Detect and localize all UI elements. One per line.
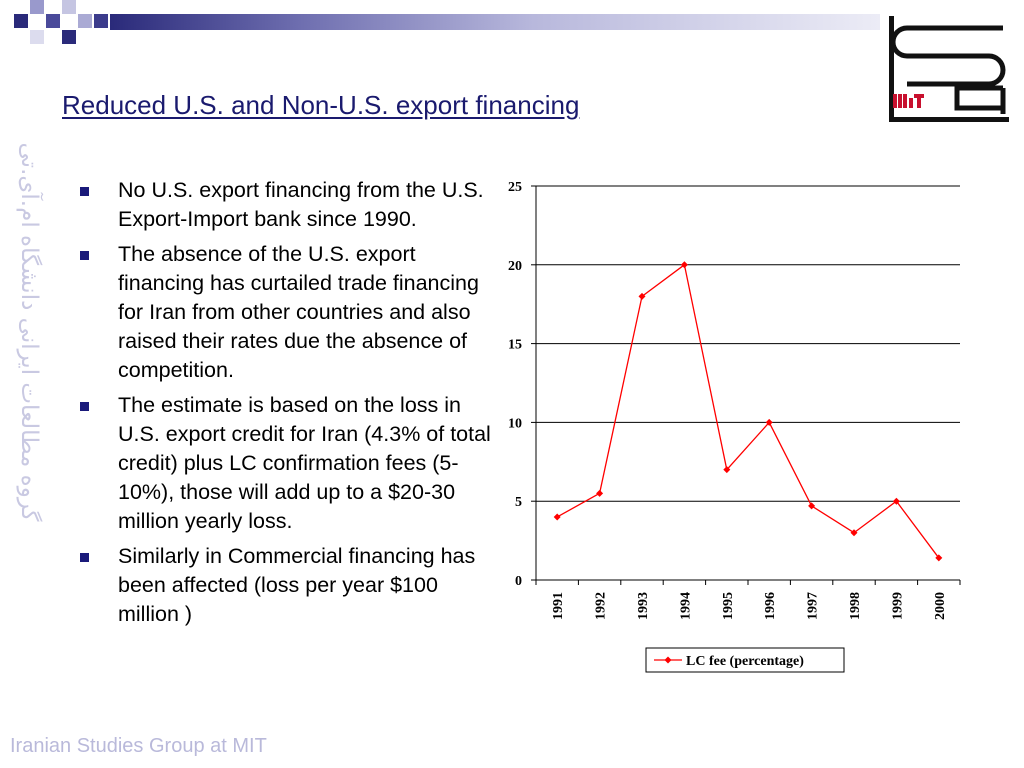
data-point bbox=[723, 466, 731, 474]
line-chart-svg: 0 5 10 15 20 25 1991 1992 1993 1994 1995 1996 1997 19… bbox=[508, 180, 961, 673]
y-tick-label: 0 bbox=[515, 574, 522, 589]
y-tick-label: 25 bbox=[508, 180, 522, 195]
x-tick-label: 1999 bbox=[890, 592, 905, 620]
decor-square bbox=[94, 14, 108, 28]
footer-text: Iranian Studies Group at MIT bbox=[10, 735, 267, 757]
data-point bbox=[892, 497, 900, 505]
header-decoration bbox=[0, 0, 880, 48]
series-line bbox=[556, 263, 940, 559]
isg-mit-logo bbox=[885, 14, 1013, 126]
x-tick-label: 1994 bbox=[678, 592, 693, 620]
bullet-text: No U.S. export financing from the U.S. E… bbox=[118, 178, 484, 231]
data-point bbox=[935, 554, 943, 562]
y-tick-label: 15 bbox=[508, 338, 522, 353]
square-bullet-icon bbox=[80, 187, 89, 196]
legend-marker bbox=[664, 656, 672, 664]
data-point bbox=[680, 261, 688, 269]
y-tick-label: 5 bbox=[515, 495, 522, 510]
bullet-item: The estimate is based on the loss in U.S… bbox=[80, 391, 500, 536]
x-tick-label: 1992 bbox=[594, 592, 609, 620]
square-bullet-icon bbox=[80, 251, 89, 260]
x-tick-label: 1991 bbox=[551, 592, 566, 620]
x-tick-label: 1997 bbox=[806, 592, 821, 620]
x-tick-label: 2000 bbox=[933, 592, 948, 620]
bullet-list: No U.S. export financing from the U.S. E… bbox=[80, 176, 500, 635]
y-tick-label: 10 bbox=[508, 416, 522, 431]
x-tick-label: 1996 bbox=[763, 592, 778, 620]
decor-square bbox=[14, 14, 28, 28]
decor-square bbox=[62, 30, 76, 44]
bullet-text: The absence of the U.S. export financing… bbox=[118, 242, 479, 382]
decor-square bbox=[30, 30, 44, 44]
legend-label: LC fee (percentage) bbox=[686, 654, 804, 669]
slide-title: Reduced U.S. and Non-U.S. export financi… bbox=[62, 90, 580, 120]
data-point bbox=[808, 502, 816, 510]
x-tick-label: 1995 bbox=[721, 592, 736, 620]
x-tick-label: 1998 bbox=[848, 592, 863, 620]
bullet-item: Similarly in Commercial financing has be… bbox=[80, 542, 500, 629]
decor-square bbox=[62, 0, 76, 14]
bullet-item: The absence of the U.S. export financing… bbox=[80, 240, 500, 385]
y-tick-label: 20 bbox=[508, 259, 522, 274]
bullet-text: Similarly in Commercial financing has be… bbox=[118, 544, 476, 626]
square-bullet-icon bbox=[80, 553, 89, 562]
bullet-item: No U.S. export financing from the U.S. E… bbox=[80, 176, 500, 234]
lc-fee-chart: 0 5 10 15 20 25 1991 1992 1993 1994 1995 1996 1997 19… bbox=[492, 170, 982, 680]
data-point bbox=[553, 513, 561, 521]
data-point bbox=[850, 529, 858, 537]
decor-square bbox=[78, 14, 92, 28]
decor-square bbox=[46, 14, 60, 28]
square-bullet-icon bbox=[80, 402, 89, 411]
side-watermark-text: گروه مطالعات ایرانی دانشگاه ام.آی.تی bbox=[16, 142, 42, 522]
data-point bbox=[638, 292, 646, 300]
data-point bbox=[596, 489, 604, 497]
header-gradient-bar bbox=[110, 14, 880, 30]
data-point bbox=[765, 418, 773, 426]
bullet-text: The estimate is based on the loss in U.S… bbox=[118, 393, 491, 533]
x-tick-label: 1993 bbox=[636, 592, 651, 620]
decor-square bbox=[30, 0, 44, 14]
